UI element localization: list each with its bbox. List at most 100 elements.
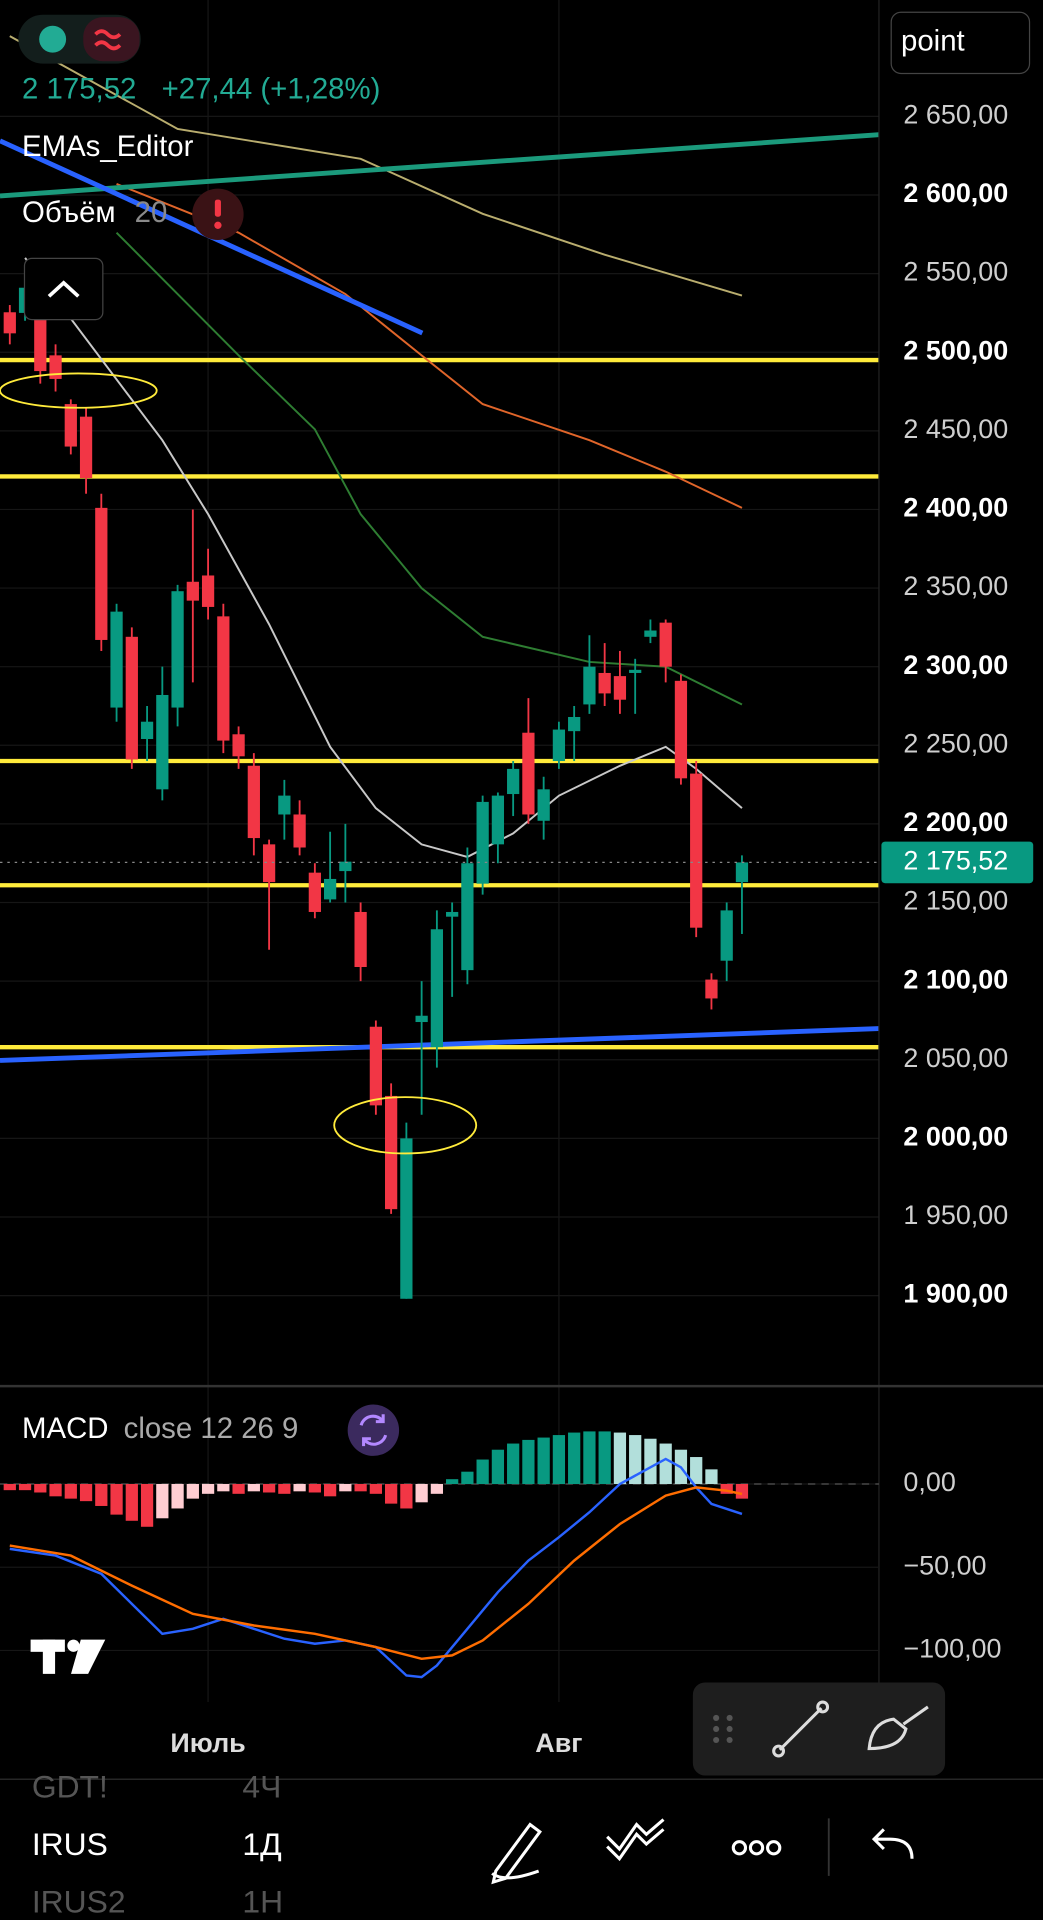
moving-average	[9, 35, 743, 297]
histogram-bar	[446, 1479, 459, 1485]
candle-body	[247, 765, 260, 839]
histogram-bar	[583, 1431, 596, 1485]
candle-body	[644, 630, 657, 637]
drag-handle[interactable]	[713, 1714, 733, 1744]
symbol-name[interactable]: IRUS	[32, 1826, 108, 1862]
candle-body	[629, 669, 642, 673]
y-tick-label: 2 250,00	[903, 728, 1008, 758]
candle-body	[140, 721, 154, 740]
scale-mode-button[interactable]	[890, 11, 1031, 75]
settings-button[interactable]	[347, 1404, 400, 1456]
macd-title: MACD	[22, 1412, 108, 1445]
symbol-interval[interactable]: 1Н	[242, 1883, 283, 1919]
histogram-bar	[598, 1431, 611, 1485]
candle-body	[369, 1026, 382, 1106]
histogram-bar	[156, 1484, 169, 1519]
histogram-bar	[613, 1432, 627, 1485]
y-tick-label: 2 000,00	[903, 1121, 1008, 1151]
candle-body	[171, 591, 184, 708]
histogram-bar	[95, 1484, 108, 1506]
histogram-bar	[354, 1484, 367, 1492]
candle-body	[262, 844, 276, 883]
price-axis: 2 650,00 2 600,00 2 550,00 2 500,00 2 450,00…	[881, 99, 1034, 1309]
histogram-bar	[491, 1449, 505, 1485]
candle-body	[552, 729, 566, 762]
symbol-interval[interactable]: 1Д	[242, 1826, 281, 1862]
y-tick-label: 2 050,00	[903, 1043, 1008, 1073]
histogram-bar	[690, 1457, 703, 1485]
volume-length: 20	[135, 196, 168, 229]
y-tick-label: 2 150,00	[903, 886, 1008, 916]
symbol-list: GDT! 4Ч IRUS 1Д IRUS2 1Н	[32, 1768, 283, 1919]
indicator-name[interactable]: EMAs_Editor	[22, 130, 194, 163]
x-tick-label: Авг	[535, 1728, 582, 1758]
histogram-bar	[522, 1439, 535, 1485]
time-axis: Июль Авг	[170, 1728, 582, 1758]
symbol-name[interactable]: GDT!	[32, 1768, 108, 1804]
more-button[interactable]	[731, 1840, 782, 1856]
moving-average	[115, 231, 743, 706]
y-tick-label: 2 600,00	[903, 178, 1008, 208]
trendline-tool[interactable]	[772, 1700, 830, 1758]
candle-body	[3, 312, 16, 334]
candle-body	[583, 666, 596, 705]
candle-body	[690, 773, 703, 928]
histogram-bar	[385, 1484, 398, 1504]
warning-mark	[214, 199, 221, 217]
histogram-bar	[278, 1484, 291, 1494]
histogram-bar	[186, 1484, 199, 1499]
collapse-button[interactable]	[23, 257, 104, 321]
candle-body	[613, 676, 627, 700]
candle-body	[400, 1138, 413, 1299]
last-price-badge	[881, 841, 1034, 884]
candle-body	[125, 636, 138, 760]
candle-body	[201, 575, 215, 607]
y-tick-label: 2 200,00	[903, 807, 1008, 837]
candle-body	[659, 622, 672, 667]
volume-label[interactable]: Объём	[22, 196, 116, 229]
brush-tool[interactable]	[867, 1705, 929, 1751]
histogram-bar	[140, 1484, 154, 1527]
candle-body	[507, 768, 520, 795]
y-tick-label: 2 500,00	[903, 335, 1008, 365]
symbol-interval[interactable]: 4Ч	[242, 1768, 281, 1804]
macd-line	[9, 1486, 743, 1661]
y-tick-label: 1 900,00	[903, 1279, 1008, 1309]
y-tick-label: 2 450,00	[903, 414, 1008, 444]
y-tick-label: 2 350,00	[903, 571, 1008, 601]
y-tick-label: 2 650,00	[903, 99, 1008, 129]
candle-body	[278, 795, 291, 815]
candle-body	[705, 979, 718, 999]
histogram-bar	[507, 1443, 520, 1485]
histogram-bar	[476, 1459, 489, 1485]
visibility-dot	[39, 25, 67, 53]
symbol-name[interactable]: IRUS2	[32, 1883, 126, 1919]
y-tick-label: 2 100,00	[903, 964, 1008, 994]
macd-pane: 0,00 −50,00 −100,00 MACD close 12 26 9	[0, 1404, 1002, 1679]
candle-body	[156, 694, 169, 790]
candle-body	[354, 911, 367, 967]
indicators-button[interactable]	[606, 1818, 665, 1862]
histogram-bar	[232, 1484, 245, 1494]
candle-body	[568, 716, 581, 732]
candle-body	[720, 910, 733, 961]
histogram-bar	[537, 1437, 550, 1485]
wave-icon	[94, 29, 122, 51]
compare-button[interactable]	[83, 17, 140, 62]
candle-body	[217, 616, 230, 741]
candle-body	[598, 672, 611, 694]
histogram-bar	[644, 1438, 657, 1485]
price-change: +27,44 (+1,28%)	[162, 72, 381, 105]
undo-button[interactable]	[871, 1828, 914, 1859]
histogram-bar	[339, 1484, 352, 1492]
histogram-bar	[430, 1484, 444, 1494]
y-tick-label: −100,00	[903, 1634, 1001, 1664]
candle-body	[110, 611, 123, 708]
grid	[0, 0, 879, 1703]
histogram-bar	[79, 1484, 93, 1502]
histogram-bar	[171, 1484, 184, 1509]
annotation-ellipse	[333, 1096, 478, 1155]
candle-body	[522, 732, 535, 815]
draw-button[interactable]	[491, 1822, 542, 1885]
